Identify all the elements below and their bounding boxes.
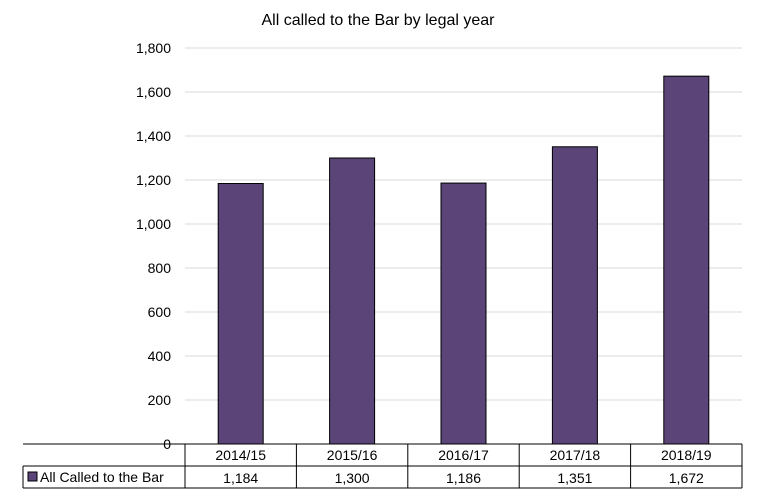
x-tick-label: 2018/19 xyxy=(661,447,712,463)
data-label: 1,351 xyxy=(557,470,592,486)
legend-swatch xyxy=(27,471,38,482)
chart-title: All called to the Bar by legal year xyxy=(261,12,495,29)
x-tick-label: 2016/17 xyxy=(438,447,489,463)
x-tick-label: 2015/16 xyxy=(327,447,378,463)
data-label: 1,184 xyxy=(223,470,258,486)
y-tick-label: 400 xyxy=(148,348,172,364)
y-tick-label: 1,800 xyxy=(136,40,171,56)
y-tick-label: 1,600 xyxy=(136,84,171,100)
bar xyxy=(217,183,264,445)
y-tick-label: 1,200 xyxy=(136,172,171,188)
x-tick-label: 2017/18 xyxy=(550,447,601,463)
bar xyxy=(329,157,376,445)
y-tick-label: 1,000 xyxy=(136,216,171,232)
y-tick-label: 200 xyxy=(148,392,172,408)
bars xyxy=(217,75,710,445)
bar xyxy=(440,182,487,445)
y-tick-label: 800 xyxy=(148,260,172,276)
y-tick-label: 600 xyxy=(148,304,172,320)
x-tick-label: 2014/15 xyxy=(215,447,266,463)
data-table: 2014/15 1,184 2015/16 1,300 2016/17 1,186 2017… xyxy=(22,443,743,489)
data-label: 1,672 xyxy=(669,470,704,486)
data-label: 1,300 xyxy=(335,470,370,486)
legend-label: All Called to the Bar xyxy=(40,469,164,485)
bar xyxy=(663,75,710,445)
bar xyxy=(551,146,598,445)
y-tick-label: 1,400 xyxy=(136,128,171,144)
data-label: 1,186 xyxy=(446,470,481,486)
